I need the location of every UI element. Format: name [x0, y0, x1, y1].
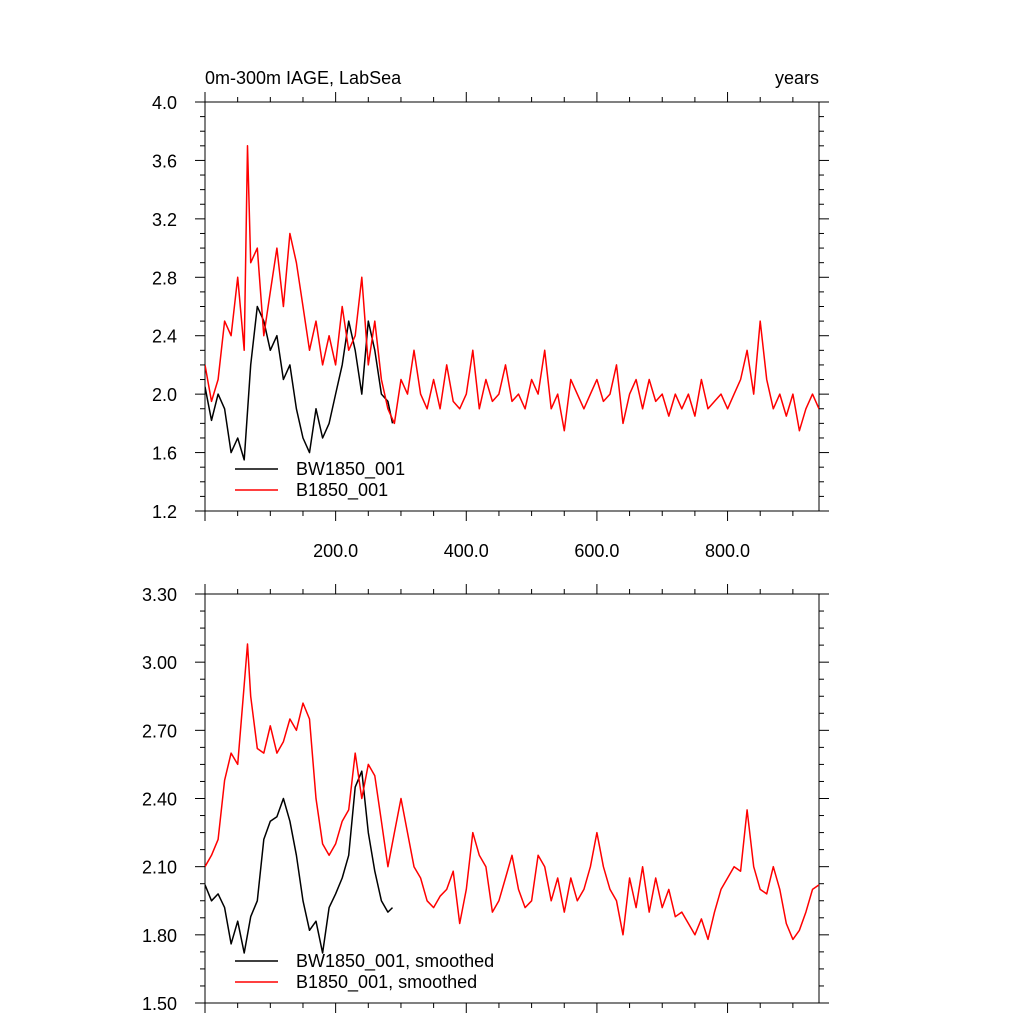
y-tick-label: 4.0	[152, 93, 177, 113]
series-line-b1850	[205, 643, 819, 941]
y-tick-label: 3.6	[152, 151, 177, 171]
series-line-b1850	[205, 145, 819, 432]
legend-label: B1850_001, smoothed	[296, 972, 477, 993]
x-tick-label: 200.0	[313, 541, 358, 561]
y-tick-label: 1.2	[152, 502, 177, 522]
y-tick-label: 3.30	[142, 585, 177, 605]
series-line-bw1850	[205, 770, 394, 954]
y-tick-label: 1.6	[152, 444, 177, 464]
plot-frame	[204, 101, 820, 512]
y-tick-label: 2.4	[152, 327, 177, 347]
legend-label: B1850_001	[296, 480, 388, 501]
y-tick-label: 3.2	[152, 210, 177, 230]
y-tick-label: 2.10	[142, 858, 177, 878]
y-tick-label: 2.40	[142, 790, 177, 810]
series-line-bw1850	[205, 305, 394, 461]
y-tick-label: 2.8	[152, 268, 177, 288]
y-tick-label: 2.0	[152, 385, 177, 405]
y-tick-label: 1.80	[142, 926, 177, 946]
legend-label: BW1850_001	[296, 459, 405, 480]
x-tick-label: 800.0	[705, 541, 750, 561]
legend-label: BW1850_001, smoothed	[296, 951, 494, 972]
plot-frame	[204, 593, 820, 1004]
chart-title-right: years	[775, 68, 819, 88]
bottom-panel: 1.50 1.80 2.10 2.40 2.70 3.00 3.30 BW1850_001, …	[142, 584, 829, 1014]
y-tick-label: 3.00	[142, 653, 177, 673]
y-tick-label: 2.70	[142, 721, 177, 741]
x-tick-label: 400.0	[444, 541, 489, 561]
chart-title-left: 0m-300m IAGE, LabSea	[205, 68, 402, 88]
x-tick-label: 600.0	[574, 541, 619, 561]
top-panel: 0m-300m IAGE, LabSea years 200.0 400.0 600…	[152, 68, 829, 561]
y-tick-label: 1.50	[142, 994, 177, 1014]
